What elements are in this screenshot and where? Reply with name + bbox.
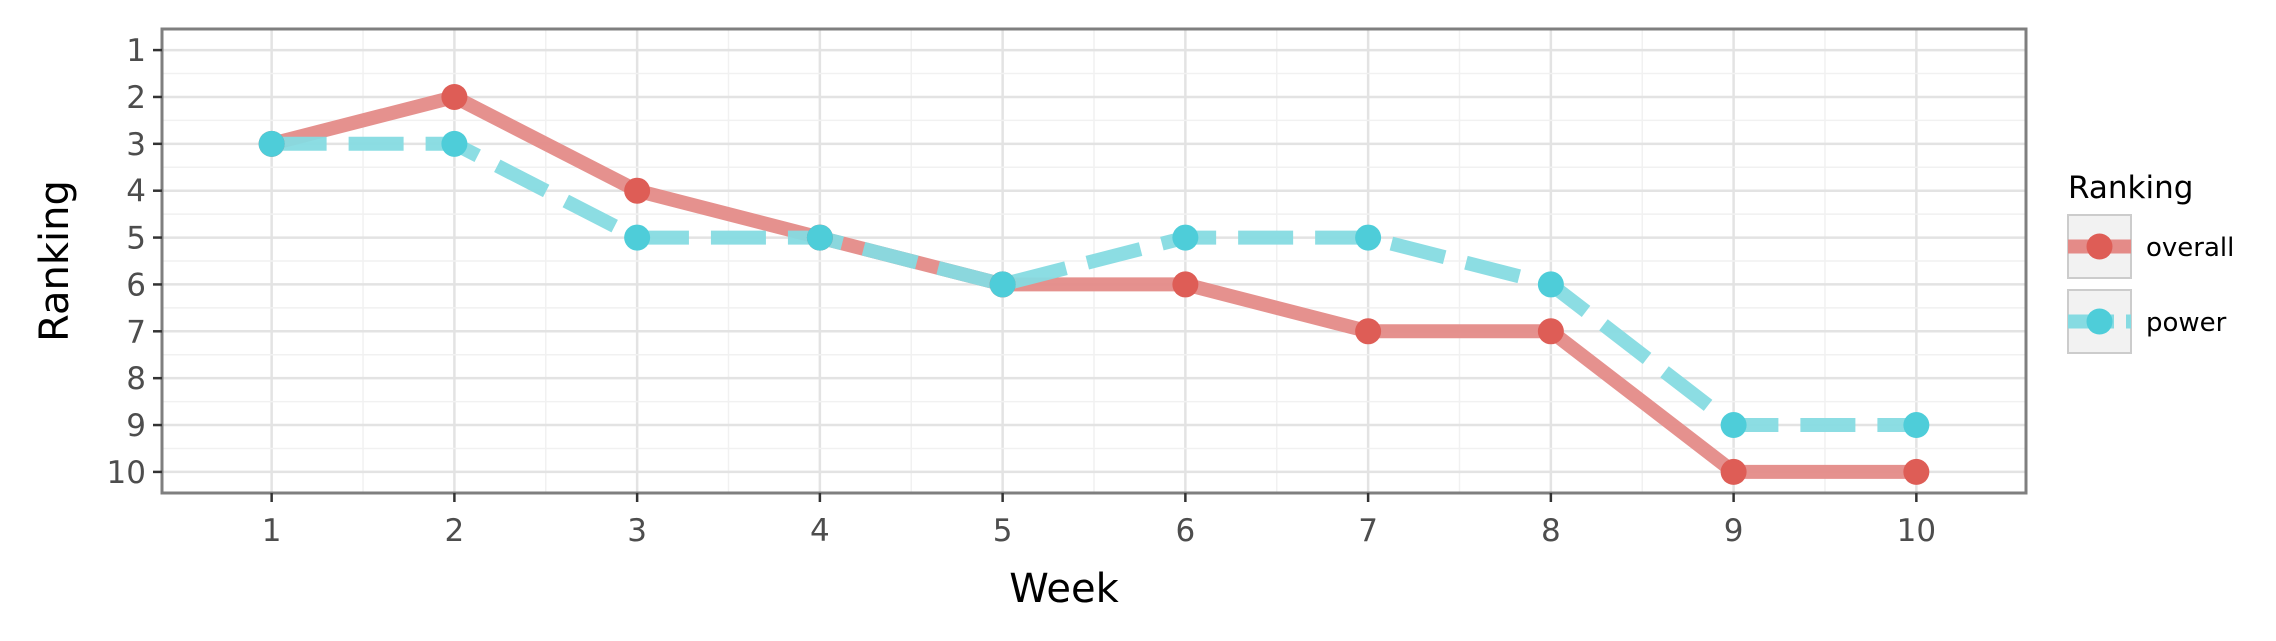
data-point-power [1172,224,1199,251]
x-tick-label: 3 [627,513,647,549]
data-point-power [624,224,651,251]
plot-border [160,27,2028,495]
x-tick-label: 6 [1176,513,1196,549]
series-line-power [271,136,1917,432]
y-axis-title: Ranking [32,180,78,342]
legend-key-point-overall [2086,233,2113,260]
legend-label-power: power [2146,308,2227,338]
data-point-overall [1355,318,1382,345]
x-tick-label: 7 [1358,513,1378,549]
data-point-power [989,271,1016,298]
x-tick-label: 9 [1724,513,1744,549]
x-tick-label: 4 [810,513,830,549]
data-point-overall [1172,271,1199,298]
data-point-overall [441,83,468,110]
data-point-overall [1537,318,1564,345]
legend-title: Ranking [2068,170,2193,206]
y-tick-label: 2 [126,80,146,116]
data-point-power [806,224,833,251]
y-tick-label: 7 [126,314,146,350]
series-points [258,83,1930,485]
x-tick-label: 8 [1541,513,1561,549]
x-tick-label: 2 [445,513,465,549]
y-tick-label: 9 [126,408,146,444]
data-point-overall [1903,458,1930,485]
data-point-power [258,130,285,157]
y-tick-label: 3 [126,127,146,163]
y-tick-label: 10 [107,455,146,491]
data-point-overall [1720,458,1747,485]
legend-label-overall: overall [2146,233,2234,263]
y-tick-label: 1 [126,33,146,69]
series-lines [269,90,1917,479]
data-point-power [1720,412,1747,439]
x-axis-title: Week [1009,566,1119,612]
y-tick-label: 6 [126,267,146,303]
x-tick-label: 1 [262,513,282,549]
x-tick-label: 10 [1897,513,1936,549]
x-tick-label: 5 [993,513,1013,549]
data-point-power [1537,271,1564,298]
y-tick-label: 5 [126,221,146,257]
data-point-power [1355,224,1382,251]
legend-key-point-power [2086,308,2113,335]
axis-ticks: 1 2 3 4 5 6 7 8 9 10 1 2 3 4 5 6 7 8 9 10 [107,33,1937,549]
legend: overall power [2067,214,2234,354]
series-line-overall [269,90,1917,479]
data-point-power [1903,412,1930,439]
y-tick-label: 4 [126,174,146,210]
y-tick-label: 8 [126,361,146,397]
data-point-power [441,130,468,157]
data-point-overall [624,177,651,204]
